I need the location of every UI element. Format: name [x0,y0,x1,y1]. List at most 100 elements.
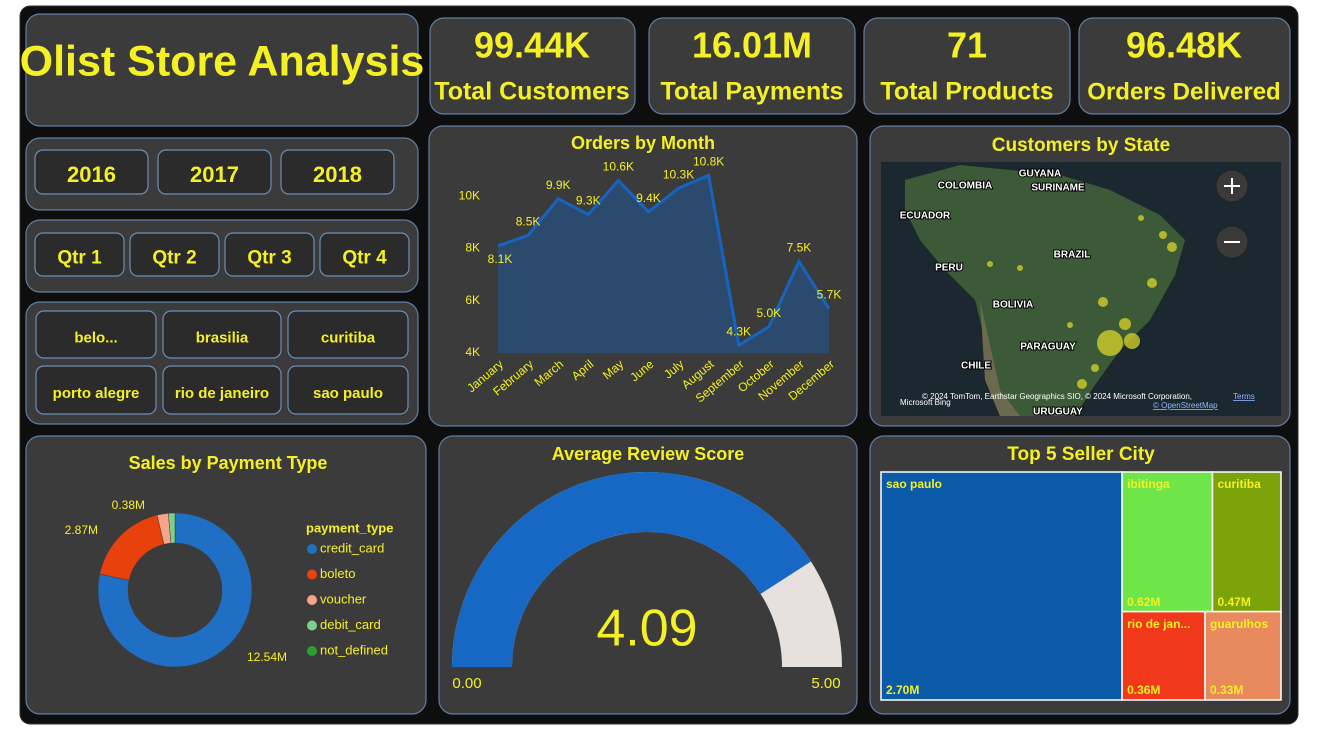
slicer-label: 2017 [190,162,239,187]
map-bubble [1017,265,1023,271]
map-label: COLOMBIA [938,181,992,192]
treemap-tile [1204,610,1282,701]
data-label: 8.1K [488,252,513,266]
data-label: 12.54M [247,650,287,664]
map-bubble [1159,231,1167,239]
zoom-in-icon [1224,178,1240,194]
map-bubble [1097,330,1123,356]
slicer-button[interactable] [224,232,315,277]
map-label: SURINAME [1031,183,1085,194]
map-bubble [1091,364,1099,372]
slicer-label: Qtr 2 [152,248,196,269]
treemap-tile [1211,471,1282,613]
slicer-button[interactable] [287,310,409,359]
y-tick-label: 4K [465,345,480,359]
legend-label: debit_card [320,617,381,632]
data-label: 4.3K [726,324,751,338]
slicer-label: Qtr 3 [247,248,291,269]
map-title: Customers by State [992,135,1170,156]
slicer-label: 2016 [67,162,116,187]
map-label: BRAZIL [1054,250,1091,261]
data-label: 9.4K [636,191,661,205]
treemap-label: guarulhos [1210,617,1268,631]
map-label: ECUADOR [900,211,951,222]
map-bubble [1098,297,1108,307]
legend-marker [307,595,317,605]
map-label: URUGUAY [1033,407,1083,418]
data-label: 10.6K [603,160,634,174]
slicer-button[interactable] [35,365,157,415]
slicer-button[interactable] [157,149,272,195]
slicer-label: 2018 [313,162,362,187]
card [1078,17,1291,115]
slicer-label: porto alegre [53,385,140,402]
treemap-value: 0.36M [1127,683,1160,697]
y-tick-label: 8K [465,241,480,255]
legend-marker [307,569,317,580]
treemap-label: curitiba [1217,477,1261,491]
y-tick-label: 10K [459,188,480,202]
kpi-value: 71 [947,25,987,66]
donut-slice [168,512,176,544]
data-label: 7.5K [787,241,812,255]
slicer-button[interactable] [129,232,220,277]
data-label: 5.7K [817,288,842,302]
slicer-button[interactable] [162,365,282,415]
treemap-value: 0.47M [1217,595,1250,609]
treemap-label: rio de jan... [1127,617,1190,631]
chart-title: Orders by Month [571,133,715,153]
map-bing: Microsoft Bing [900,398,951,407]
slicer-button[interactable] [319,232,410,277]
treemap-value: 0.62M [1127,595,1160,609]
chart-title: Top 5 Seller City [1007,444,1155,465]
map: COLOMBIA GUYANA SURINAME ECUADOR BRAZIL … [881,162,1281,419]
slicer-button[interactable] [287,365,409,415]
area-fill [498,175,829,353]
slicer-label: sao paulo [313,385,383,402]
map-andes [980,300,1020,416]
map-bubbles [987,215,1177,389]
kpi-label: Total Customers [434,78,629,106]
zoom-in-button[interactable] [1215,169,1249,203]
map-bubble [987,261,993,267]
map-label: PARAGUAY [1020,342,1076,353]
treemap-tile [1121,471,1214,613]
slicer-label: Qtr 4 [342,248,387,269]
map-osm-link[interactable]: © OpenStreetMap [1153,401,1218,410]
treemap-value: 0.33M [1210,683,1243,697]
data-label: 0.38M [112,498,145,512]
slicer-label: Qtr 1 [57,248,102,269]
kpi-label: Orders Delivered [1087,78,1280,105]
chart-title: Average Review Score [552,444,744,464]
legend-label: not_defined [320,642,388,657]
data-label: 2.87M [65,523,98,537]
data-label: 9.3K [576,194,601,208]
kpi-label: Total Payments [661,78,844,106]
map-terms-link[interactable]: Terms [1233,392,1255,401]
slicer-button[interactable] [35,310,157,359]
slicer-button[interactable] [34,232,125,277]
card [648,17,856,115]
slicer-button[interactable] [162,310,282,359]
legend-label: boleto [320,566,355,581]
gauge-value [452,472,811,667]
kpi-value: 16.01M [692,25,812,66]
map-bubble [1138,215,1144,221]
legend-marker [307,620,317,631]
legend-title: payment_type [306,520,393,535]
slicer-button[interactable] [280,149,395,195]
slicer-button[interactable] [34,149,149,195]
slicer-label: brasilia [196,329,249,346]
slicer-label: belo... [74,329,117,346]
gauge-max-label: 5.00 [811,675,840,692]
map-label: BOLIVIA [993,300,1034,311]
data-label: 10.3K [663,167,694,181]
map-bubble [1119,318,1131,330]
area-line [497,173,831,348]
legend-marker [307,646,317,656]
data-label: 9.9K [546,178,571,192]
slicer-label: curitiba [321,329,376,346]
donut-slice [97,512,253,668]
zoom-out-button[interactable] [1215,225,1249,259]
kpi-value: 99.44K [474,25,590,66]
